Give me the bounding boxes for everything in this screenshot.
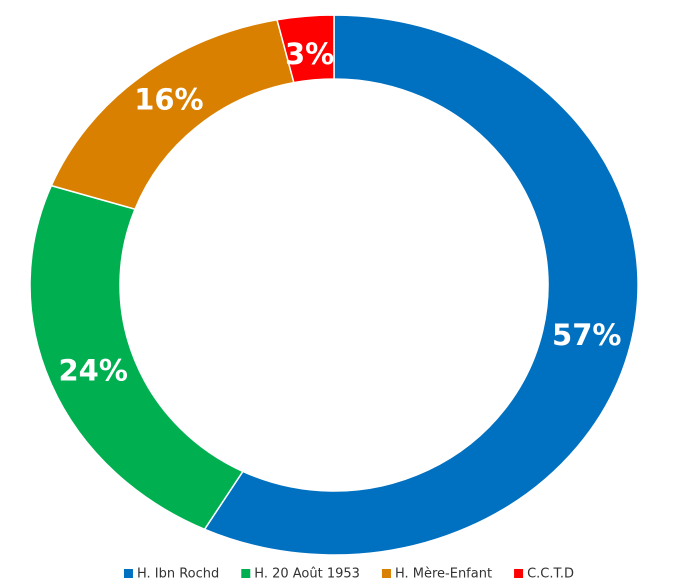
data-label: 24% xyxy=(58,354,127,388)
data-label: 57% xyxy=(552,318,621,352)
legend-label: C.C.T.D xyxy=(527,567,574,582)
data-label: 3% xyxy=(285,37,334,71)
donut-slice xyxy=(276,14,335,84)
donut-slice xyxy=(203,14,639,556)
legend-label: H. Mère-Enfant xyxy=(395,567,492,582)
donut-slice xyxy=(29,184,244,531)
legend-label: H. 20 Août 1953 xyxy=(254,567,360,582)
legend-swatch xyxy=(514,569,524,578)
legend-swatch xyxy=(381,569,391,578)
data-label: 16% xyxy=(134,83,203,117)
legend-swatch xyxy=(241,569,251,578)
legend-swatch xyxy=(123,569,133,578)
legend-label: H. Ibn Rochd xyxy=(137,567,219,582)
